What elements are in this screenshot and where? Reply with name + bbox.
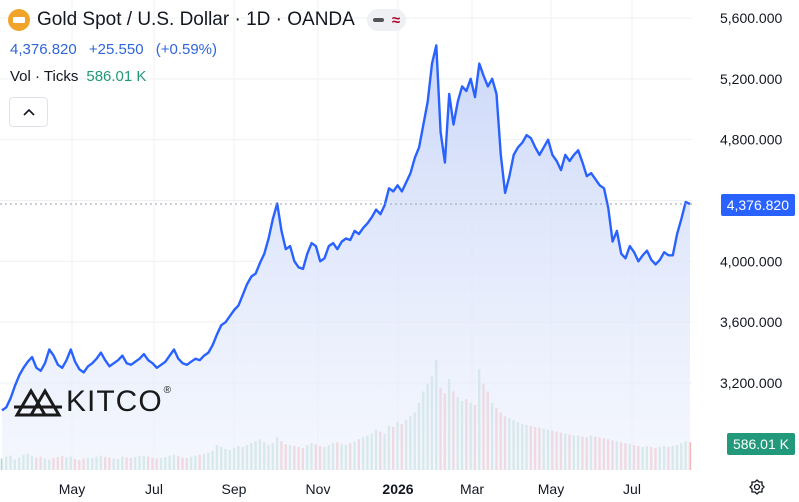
x-tick-label: Jul: [623, 481, 641, 497]
y-tick-label: 3,200.000: [720, 375, 782, 391]
y-tick-label: 4,000.000: [720, 253, 782, 269]
y-tick-label: 5,600.000: [720, 10, 782, 26]
kitco-watermark: KITCO ®: [14, 385, 171, 419]
collapse-legend-button[interactable]: [9, 97, 48, 127]
y-tick-label: 4,800.000: [720, 132, 782, 148]
y-tick-label: 5,200.000: [720, 71, 782, 87]
volume-value: 586.01 K: [86, 68, 147, 85]
chart-title: Gold Spot / U.S. Dollar · 1D · OANDA: [37, 9, 355, 30]
price-area-fill: [2, 45, 690, 471]
gold-logo-icon: [8, 9, 30, 31]
x-tick-label: May: [59, 481, 85, 497]
y-tick-label: 3,600.000: [720, 314, 782, 330]
y-axis: 5,600.000 5,200.000 4,800.000 4,000.000 3,60…: [720, 10, 782, 391]
price-change-percent: (+0.59%): [155, 41, 218, 58]
price-quote: 4,376.820 +25.550 (+0.59%): [10, 41, 225, 58]
x-tick-label: Mar: [460, 481, 484, 497]
chart-header: Gold Spot / U.S. Dollar · 1D · OANDA ≈: [8, 9, 407, 31]
volume-label: Vol · Ticks: [10, 68, 79, 85]
wave-icon[interactable]: ≈: [391, 11, 401, 29]
indicator-pill[interactable]: ≈: [366, 9, 407, 31]
last-price-tag: 4,376.820: [720, 194, 795, 216]
kitco-text: KITCO: [66, 385, 163, 418]
x-tick-label: 2026: [382, 481, 413, 497]
x-tick-label: Nov: [306, 481, 331, 497]
x-tick-label: Sep: [222, 481, 247, 497]
price-change: +25.550: [88, 41, 144, 58]
volume-legend: Vol · Ticks 586.01 K: [10, 68, 146, 85]
chevron-up-icon: [22, 108, 35, 116]
volume-bar: [0, 458, 4, 470]
price-line: [1, 44, 691, 412]
kitco-logo-icon: [14, 388, 62, 417]
last-price: 4,376.820: [10, 41, 77, 58]
line-style-icon[interactable]: [372, 18, 384, 22]
settings-icon[interactable]: [748, 479, 766, 497]
x-tick-label: Jul: [145, 481, 163, 497]
last-volume-tag: 586.01 K: [726, 433, 795, 455]
x-axis: May Jul Sep Nov 2026 Mar May Jul: [59, 481, 641, 497]
x-tick-label: May: [538, 481, 564, 497]
kitco-reg: ®: [163, 385, 172, 396]
price-area: [0, 44, 692, 471]
